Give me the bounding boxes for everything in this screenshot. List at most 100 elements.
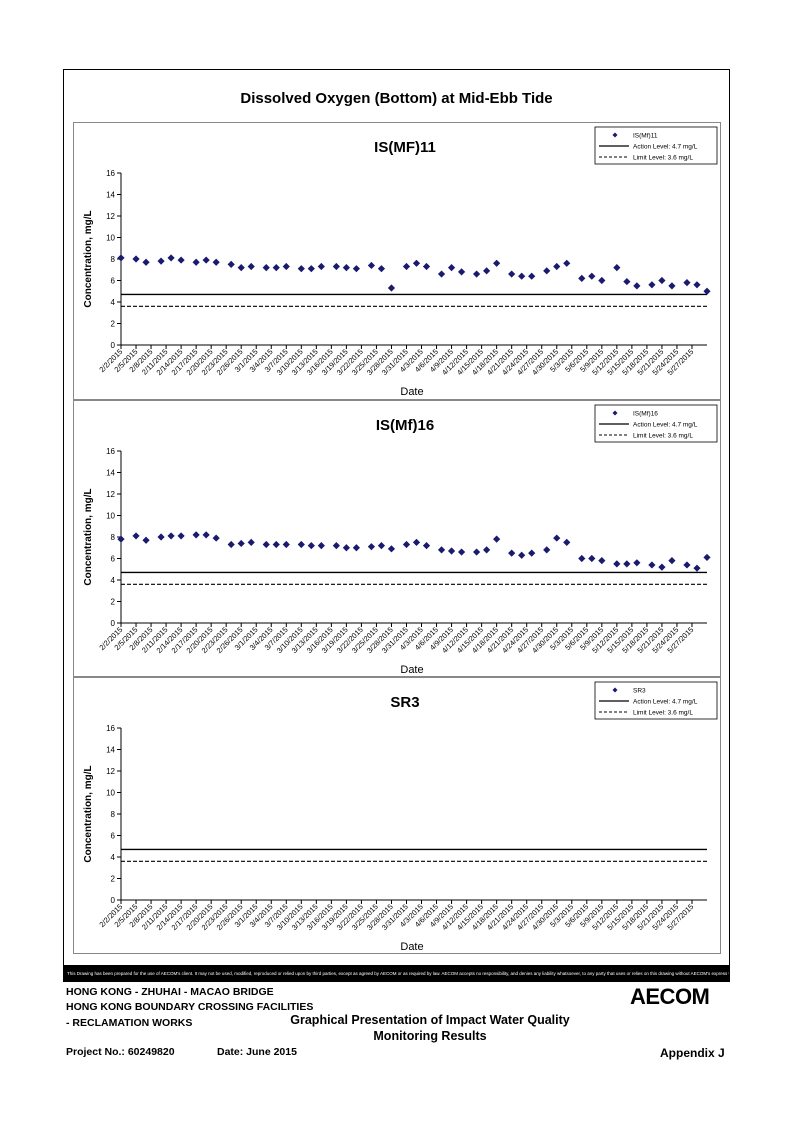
data-point-is-mf-11	[332, 262, 340, 271]
drawing-frame: Dissolved Oxygen (Bottom) at Mid-Ebb Tid…	[63, 69, 730, 982]
data-point-is-mf-11	[633, 282, 641, 290]
data-point-is-mf-11	[167, 254, 175, 262]
y-tick-label: 12	[106, 490, 115, 499]
data-point-is-mf-16	[282, 540, 290, 549]
data-point-is-mf-16	[212, 534, 220, 542]
y-tick-label: 4	[111, 298, 116, 307]
legend-label-limit: Limit Level: 3.6 mg/L	[633, 155, 693, 162]
data-point-is-mf-11	[212, 258, 220, 266]
chart-is-mf-11: IS(MF)11 0 2 4 6 8 10 12 14 16 Concentration, mg/L…	[83, 126, 718, 398]
data-point-is-mf-11	[412, 259, 421, 267]
data-point-is-mf-11	[202, 256, 210, 264]
y-tick-label: 0	[111, 341, 116, 350]
legend-label-action: Action Level: 4.7 mg/L	[633, 699, 698, 706]
y-tick-label: 6	[111, 555, 116, 564]
data-point-is-mf-11	[177, 256, 185, 264]
legend-label-action: Action Level: 4.7 mg/L	[633, 144, 698, 151]
y-tick-label: 4	[111, 576, 116, 585]
data-point-is-mf-11	[693, 281, 701, 289]
y-tick-label: 12	[106, 212, 115, 221]
legend: IS(Mf)16 Action Level: 4.7 mg/L Limit Leve…	[594, 404, 718, 443]
y-axis-label: Concentration, mg/L	[83, 765, 94, 862]
y-tick-label: 14	[106, 191, 115, 200]
data-point-is-mf-16	[528, 549, 536, 557]
data-point-is-mf-11	[703, 287, 711, 295]
data-point-is-mf-16	[683, 561, 691, 569]
data-point-is-mf-11	[227, 260, 235, 268]
legend-label-limit: Limit Level: 3.6 mg/L	[633, 433, 693, 440]
data-point-is-mf-16	[447, 547, 456, 555]
data-point-is-mf-11	[648, 281, 656, 289]
data-point-is-mf-11	[613, 264, 621, 272]
data-point-is-mf-11	[578, 274, 586, 282]
y-tick-label: 2	[111, 875, 116, 884]
data-point-is-mf-16	[563, 538, 571, 546]
y-tick-label: 16	[106, 447, 115, 456]
footer-heading-line-1: Graphical Presentation of Impact Water Q…	[290, 1013, 570, 1027]
data-point-is-mf-11	[307, 265, 315, 273]
data-point-is-mf-16	[192, 531, 200, 539]
y-tick-label: 0	[111, 619, 116, 628]
data-point-is-mf-11	[367, 261, 376, 270]
data-point-is-mf-16	[633, 559, 641, 567]
x-axis-label: Date	[400, 941, 423, 953]
y-axis-label: Concentration, mg/L	[83, 210, 94, 307]
data-point-is-mf-11	[132, 255, 140, 263]
legend: SR3 Action Level: 4.7 mg/L Limit Level: 3.…	[594, 681, 718, 720]
data-point-is-mf-16	[387, 545, 396, 553]
data-point-is-mf-16	[262, 540, 270, 549]
data-point-is-mf-16	[703, 553, 711, 562]
data-point-is-mf-16	[658, 563, 666, 571]
data-point-is-mf-16	[247, 538, 255, 546]
data-point-is-mf-16	[598, 557, 606, 565]
data-point-is-mf-16	[142, 536, 150, 544]
data-point-is-mf-11	[588, 272, 596, 280]
y-tick-label: 12	[106, 767, 115, 776]
chart-title: IS(MF)11	[374, 139, 436, 156]
data-point-is-mf-11	[447, 264, 456, 272]
y-tick-label: 4	[111, 853, 116, 862]
y-axis-label: Concentration, mg/L	[83, 488, 94, 585]
data-point-is-mf-11	[658, 276, 666, 285]
data-point-is-mf-11	[437, 270, 446, 278]
data-point-is-mf-16	[422, 542, 431, 550]
y-tick-label: 0	[111, 896, 116, 905]
y-tick-label: 10	[106, 789, 115, 798]
data-point-is-mf-11	[483, 267, 491, 275]
data-point-is-mf-11	[402, 262, 411, 271]
legend-label-action: Action Level: 4.7 mg/L	[633, 422, 698, 429]
legend-label-series: SR3	[633, 688, 646, 695]
data-point-is-mf-11	[352, 265, 361, 273]
data-point-is-mf-16	[367, 543, 376, 551]
data-point-is-mf-16	[332, 542, 340, 550]
data-point-is-mf-11	[192, 258, 200, 266]
legend-marker-sr3	[612, 687, 618, 693]
data-point-is-mf-16	[227, 540, 235, 549]
chart-is-mf-16: IS(Mf)16 0 2 4 6 8 10 12 14 16 Concentration, mg/L…	[83, 404, 718, 676]
data-point-is-mf-11	[457, 268, 466, 276]
data-point-is-mf-16	[543, 546, 551, 554]
data-point-is-mf-16	[272, 540, 280, 549]
data-point-is-mf-11	[528, 272, 536, 280]
chart-panel-is-mf-11: IS(MF)11 0 2 4 6 8 10 12 14 16 Concentration, mg/L…	[73, 122, 721, 400]
y-tick-label: 6	[111, 277, 116, 286]
data-point-is-mf-16	[623, 560, 631, 568]
data-point-is-mf-16	[613, 560, 621, 568]
data-point-is-mf-16	[668, 557, 676, 565]
legend-marker-is-mf-11	[612, 132, 618, 138]
aecom-logo: AECOM	[630, 984, 710, 1009]
y-tick-label: 8	[111, 533, 116, 542]
data-point-is-mf-11	[262, 264, 270, 272]
data-point-is-mf-11	[157, 257, 165, 265]
y-tick-label: 2	[111, 320, 116, 329]
data-point-is-mf-16	[352, 544, 361, 552]
data-point-is-mf-16	[177, 532, 185, 540]
y-tick-label: 10	[106, 234, 115, 243]
data-point-is-mf-16	[167, 532, 175, 540]
y-tick-label: 6	[111, 832, 116, 841]
data-point-is-mf-16	[553, 534, 561, 542]
data-point-is-mf-16	[518, 551, 526, 559]
data-point-is-mf-11	[237, 264, 245, 272]
footer-project-number: Project No.: 60249820	[66, 1046, 175, 1058]
